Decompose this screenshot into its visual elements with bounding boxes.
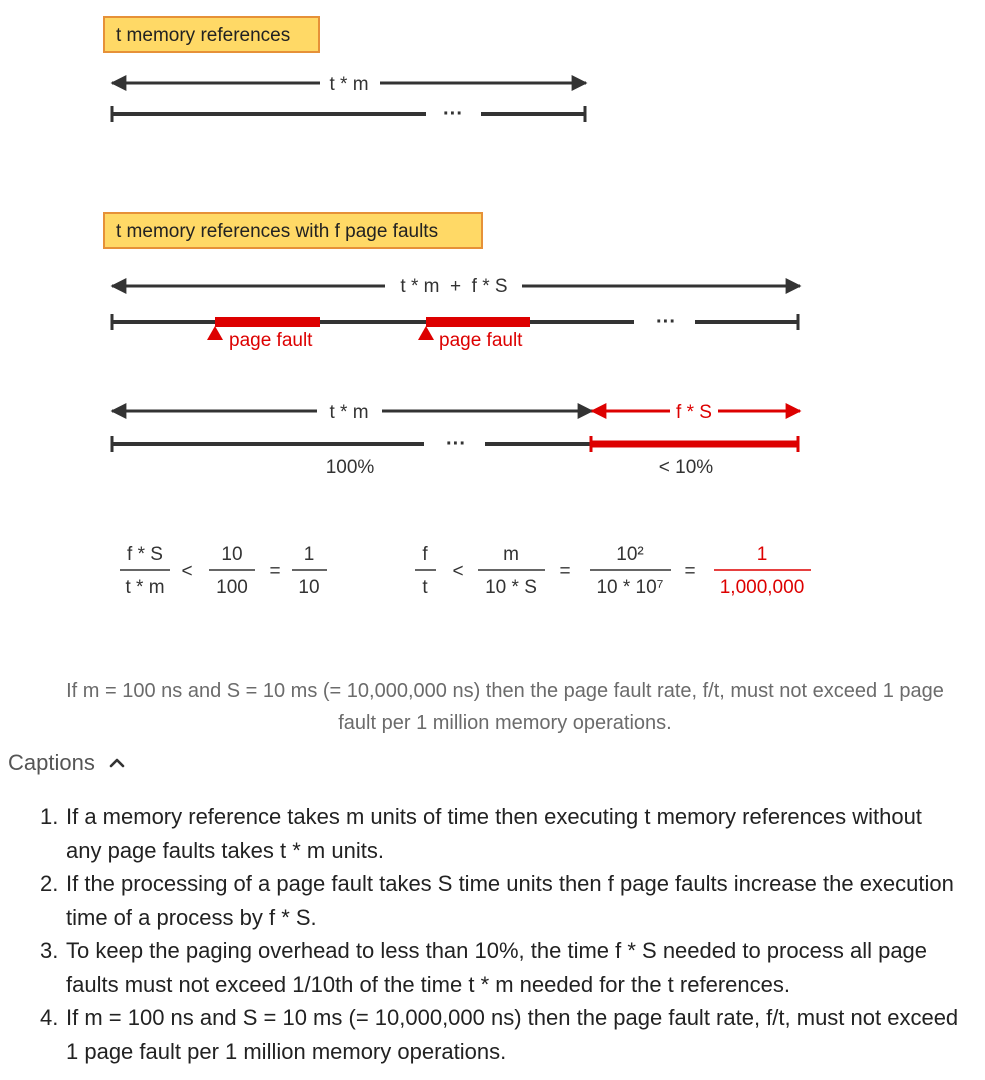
- captions-toggle-button[interactable]: Captions: [8, 746, 127, 780]
- svg-text:t memory references with f pag: t memory references with f page faults: [116, 221, 438, 242]
- caption-number: 4.: [40, 1005, 59, 1030]
- page-fault-segment-1: [215, 317, 320, 327]
- svg-text:10: 10: [221, 544, 242, 565]
- arrow-label-f-s: f * S: [676, 402, 712, 423]
- caption-item: 2. If the processing of a page fault tak…: [40, 867, 960, 934]
- timeline-bar-2: ···: [110, 311, 800, 333]
- ellipsis-dots: ···: [656, 311, 676, 333]
- formula-right: f t < m 10 * S = 10² 10 * 10⁷ = 1 1,000,…: [415, 544, 811, 598]
- svg-text:m: m: [503, 544, 519, 565]
- label-100-percent: 100%: [326, 457, 375, 478]
- svg-text:10 * S: 10 * S: [485, 577, 537, 598]
- caption-text: If the processing of a page fault takes …: [66, 871, 954, 930]
- svg-text:page fault: page fault: [229, 330, 313, 351]
- timeline-arrow-t-times-m: t * m: [110, 74, 588, 95]
- timeline-arrow-t-times-m-2: t * m: [110, 402, 594, 423]
- caption-number: 1.: [40, 804, 59, 829]
- page-fault-marker-1: page fault: [207, 326, 313, 351]
- svg-text:page fault: page fault: [439, 330, 523, 351]
- equals-sign: =: [269, 561, 280, 582]
- arrow-label-total: t * m + f * S: [400, 276, 507, 297]
- ellipsis-dots: ···: [446, 433, 466, 455]
- svg-text:f: f: [422, 544, 428, 565]
- figure-summary: If m = 100 ns and S = 10 ms (= 10,000,00…: [66, 680, 944, 734]
- svg-text:1: 1: [304, 544, 315, 565]
- svg-text:1,000,000: 1,000,000: [720, 577, 805, 598]
- captions-list: 1. If a memory reference takes m units o…: [40, 800, 960, 1068]
- timeline-bar-3: ··· 100% < 10%: [110, 433, 800, 478]
- svg-text:10 * 10⁷: 10 * 10⁷: [596, 577, 663, 598]
- svg-text:10²: 10²: [616, 544, 643, 565]
- paging-overhead-diagram: t memory references t * m ··· t memory r…: [103, 16, 811, 598]
- less-than-sign: <: [181, 561, 192, 582]
- less-than-sign: <: [452, 561, 463, 582]
- equals-sign: =: [684, 561, 695, 582]
- timeline-arrow-f-times-s: f * S: [590, 402, 802, 423]
- caption-item: 1. If a memory reference takes m units o…: [40, 800, 960, 867]
- caption-text: If a memory reference takes m units of t…: [66, 804, 922, 863]
- captions-toggle-label: Captions: [8, 750, 95, 775]
- svg-text:10: 10: [298, 577, 319, 598]
- label-box-references-with-faults: t memory references with f page faults: [103, 212, 483, 249]
- page-fault-segment-2: [426, 317, 530, 327]
- chevron-up-icon: [109, 758, 125, 768]
- label-under-10-percent: < 10%: [659, 457, 714, 478]
- equals-sign: =: [559, 561, 570, 582]
- fraction-10sq-over-10x10e7: 10² 10 * 10⁷: [590, 544, 671, 598]
- fraction-10-over-100: 10 100: [209, 544, 255, 598]
- svg-text:f * S: f * S: [127, 544, 163, 565]
- fraction-f-over-t: f t: [415, 544, 436, 598]
- svg-text:t: t: [422, 577, 428, 598]
- caption-number: 2.: [40, 871, 59, 896]
- svg-text:100: 100: [216, 577, 248, 598]
- caption-text: If m = 100 ns and S = 10 ms (= 10,000,00…: [66, 1005, 959, 1064]
- fraction-fs-over-tm: f * S t * m: [120, 544, 170, 598]
- caption-text: To keep the paging overhead to less than…: [66, 938, 928, 997]
- fraction-m-over-10s: m 10 * S: [478, 544, 545, 598]
- label-box-memory-references: t memory references: [103, 16, 320, 53]
- svg-text:t memory references: t memory references: [116, 25, 290, 46]
- arrow-label-t-m: t * m: [329, 402, 368, 423]
- svg-text:t * m: t * m: [125, 577, 164, 598]
- timeline-bar-1: ···: [110, 103, 587, 125]
- fraction-1-over-10: 1 10: [292, 544, 327, 598]
- ellipsis-dots: ···: [443, 103, 463, 125]
- triangle-up-icon: [418, 326, 434, 340]
- fraction-1-over-million: 1 1,000,000: [714, 544, 811, 598]
- arrow-label-t-m: t * m: [329, 74, 368, 95]
- caption-item: 3. To keep the paging overhead to less t…: [40, 934, 960, 1001]
- caption-number: 3.: [40, 938, 59, 963]
- caption-item: 4. If m = 100 ns and S = 10 ms (= 10,000…: [40, 1001, 960, 1068]
- page-fault-marker-2: page fault: [418, 326, 523, 351]
- svg-text:1: 1: [757, 544, 768, 565]
- formula-left: f * S t * m < 10 100 = 1 10: [120, 544, 327, 598]
- triangle-up-icon: [207, 326, 223, 340]
- timeline-arrow-total: t * m + f * S: [110, 276, 802, 297]
